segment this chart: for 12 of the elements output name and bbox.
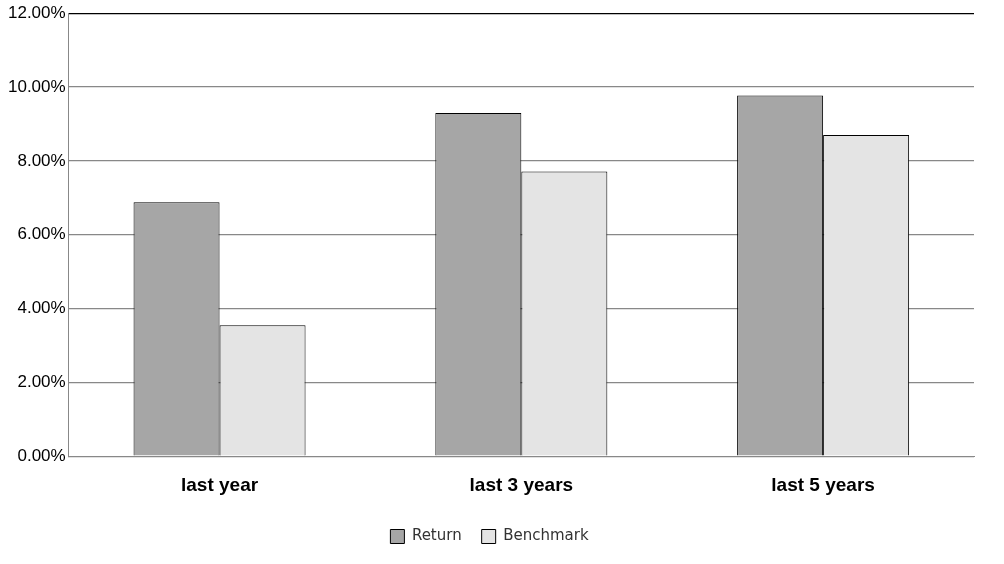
y-tick-label: 8.00% bbox=[17, 150, 66, 170]
x-tick-label: last 3 years bbox=[469, 473, 574, 495]
legend-label: Return bbox=[411, 526, 462, 545]
y-tick-label: 0.00% bbox=[17, 445, 66, 465]
y-tick-label: 4.00% bbox=[17, 298, 66, 318]
y-tick-label: 12.00% bbox=[7, 2, 66, 22]
y-tick-label: 10.00% bbox=[7, 76, 66, 96]
x-tick-label: last 5 years bbox=[771, 473, 875, 495]
y-tick-label: 2.00% bbox=[17, 372, 66, 392]
legend-label: Benchmark bbox=[503, 526, 589, 545]
x-tick-label: last year bbox=[180, 473, 259, 495]
y-tick-label: 6.00% bbox=[17, 224, 66, 244]
